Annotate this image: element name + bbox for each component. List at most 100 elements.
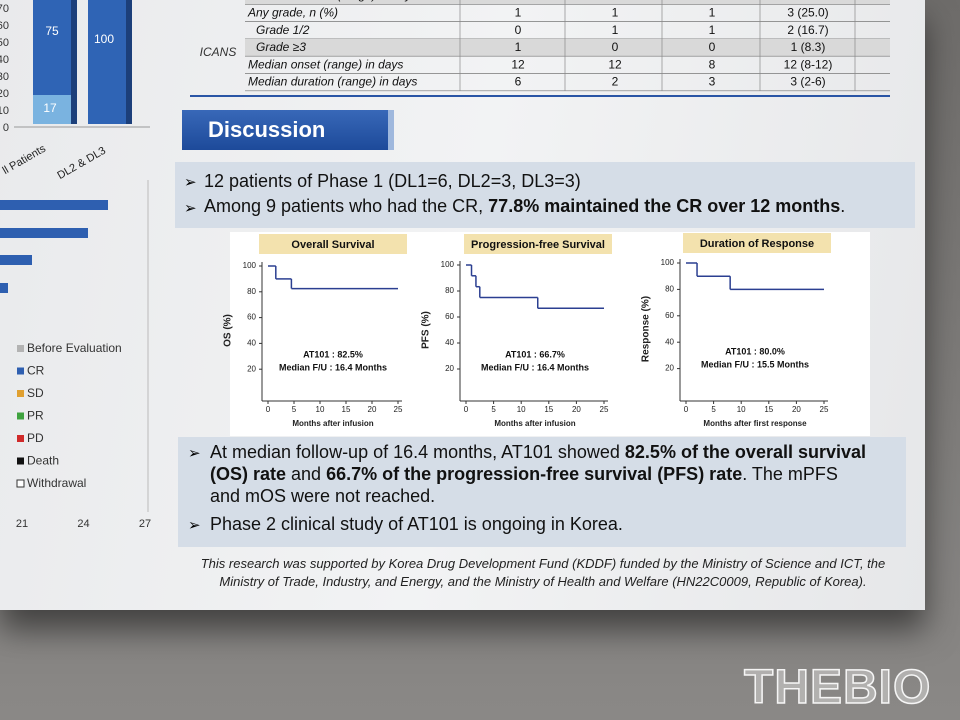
y-tick-label: 40 (247, 339, 256, 348)
x-tick-label: 20 (572, 405, 581, 414)
annotation: Median F/U : 15.5 Months (701, 359, 809, 369)
cell: 1 (515, 5, 522, 19)
x-tick-label: 15 (764, 405, 773, 414)
annotation: AT101 : 82.5% (303, 349, 363, 359)
y-tick-label: 60 (0, 20, 9, 32)
bullet-arrow: ➢ (188, 517, 201, 534)
plot-title-box (683, 233, 831, 253)
plot-title: Duration of Response (700, 238, 814, 250)
cell: 12 (8-12) (784, 57, 833, 71)
bar-segment (88, 0, 126, 124)
bar-side (126, 0, 132, 124)
x-axis-label: Months after infusion (292, 419, 373, 428)
y-tick-label: 50 (0, 37, 9, 49)
row-label: Grade ≥3 (256, 40, 306, 54)
legend-label: Death (27, 454, 59, 468)
y-tick-label: 80 (247, 287, 256, 296)
y-tick-label: 0 (3, 122, 9, 134)
x-tick-label: 21 (16, 518, 28, 530)
x-tick-label: ll Patients (1, 142, 49, 176)
bullet-bold: 82.5% of the overall survival (OS) rate (210, 442, 867, 484)
cell: 1 (612, 5, 619, 19)
section-title: Discussion (182, 110, 394, 150)
x-tick-label: 20 (368, 405, 377, 414)
y-tick-label: 80 (445, 286, 454, 295)
bar-label: 100 (94, 32, 114, 46)
y-tick-label: 20 (665, 364, 674, 373)
legend-label: Before Evaluation (27, 341, 122, 355)
x-tick-label: 15 (342, 405, 351, 414)
group-label: ICANS (200, 45, 237, 59)
y-tick-label: 80 (665, 285, 674, 294)
cell: 1 (8.3) (791, 40, 826, 54)
annotation: AT101 : 66.7% (505, 349, 565, 359)
swimmer-bar (0, 283, 8, 293)
cell: 0 (709, 40, 716, 54)
plot-title: Overall Survival (291, 239, 374, 251)
y-tick-label: 100 (243, 261, 257, 270)
legend-label: PR (27, 409, 44, 423)
legend-swatch (16, 479, 25, 488)
legend-swatch (17, 435, 24, 442)
x-tick-label: 15 (544, 405, 553, 414)
annotation: AT101 : 80.0% (725, 346, 785, 356)
cell: 6 (515, 75, 522, 89)
bar-segment (33, 95, 71, 124)
row-shade (245, 0, 890, 5)
y-tick-label: 100 (661, 258, 675, 267)
bullet-text: . (840, 196, 846, 216)
legend-swatch (17, 345, 24, 352)
swimmer-bar (0, 255, 32, 265)
annotation: Median F/U : 16.4 Months (481, 362, 589, 372)
cell: 2 (612, 75, 619, 89)
cell: 12 (608, 57, 622, 71)
x-tick-label: 24 (77, 518, 89, 530)
bullet-text: 12 patients of Phase 1 (DL1=6, DL2=3, DL… (204, 171, 581, 191)
cell: 2 (16.7) (787, 23, 828, 37)
x-tick-label: 0 (266, 405, 271, 414)
y-tick-label: 60 (445, 312, 454, 321)
bar-segment (33, 0, 71, 95)
x-tick-label: 10 (737, 405, 746, 414)
legend-label: PD (27, 431, 44, 445)
cell: 0 (612, 40, 619, 54)
plot-title-box (464, 234, 612, 254)
bullet-bold: 66.7% of the progression-free survival (… (326, 464, 743, 484)
x-tick-label: 25 (600, 405, 609, 414)
row-label: Grade 1/2 (256, 23, 310, 37)
swimmer-bar (0, 200, 108, 210)
watermark: THEBIO (743, 660, 932, 715)
x-tick-label: 20 (792, 405, 801, 414)
bullet-text: At median follow-up of 16.4 months, AT10… (210, 442, 625, 462)
bullet: At median follow-up of 16.4 months, AT10… (210, 441, 870, 507)
annotation: Median F/U : 16.4 Months (279, 362, 387, 372)
plot-panel (230, 232, 870, 436)
cell: 0 (515, 23, 522, 37)
bullet-arrow: ➢ (188, 445, 201, 462)
plot-title-box (259, 234, 407, 254)
y-tick-label: 70 (0, 3, 9, 15)
bullet-text: Among 9 patients who had the CR, (204, 196, 489, 216)
bullet-arrow: ➢ (184, 200, 197, 217)
x-tick-label: 25 (394, 405, 403, 414)
row-shade (245, 38, 890, 57)
y-tick-label: 40 (665, 337, 674, 346)
y-tick-label: 20 (0, 88, 9, 100)
y-tick-label: 10 (0, 105, 9, 117)
row-label: Median duration (range) in days (248, 75, 417, 89)
x-tick-label: 10 (316, 405, 325, 414)
y-tick-label: 40 (0, 54, 9, 66)
bullet-band (175, 162, 915, 228)
x-tick-label: 25 (820, 405, 829, 414)
x-tick-label: 10 (517, 405, 526, 414)
y-axis-label: Response (%) (641, 296, 652, 362)
legend-label: Withdrawal (27, 476, 86, 490)
y-tick-label: 40 (445, 338, 454, 347)
y-tick-label: 60 (247, 313, 256, 322)
x-tick-label: DL2 & DL3 (55, 145, 108, 182)
bullet: Among 9 patients who had the CR, 77.8% m… (204, 195, 845, 217)
row-label: Any grade, n (%) (247, 5, 338, 19)
cell: 1 (709, 5, 716, 19)
